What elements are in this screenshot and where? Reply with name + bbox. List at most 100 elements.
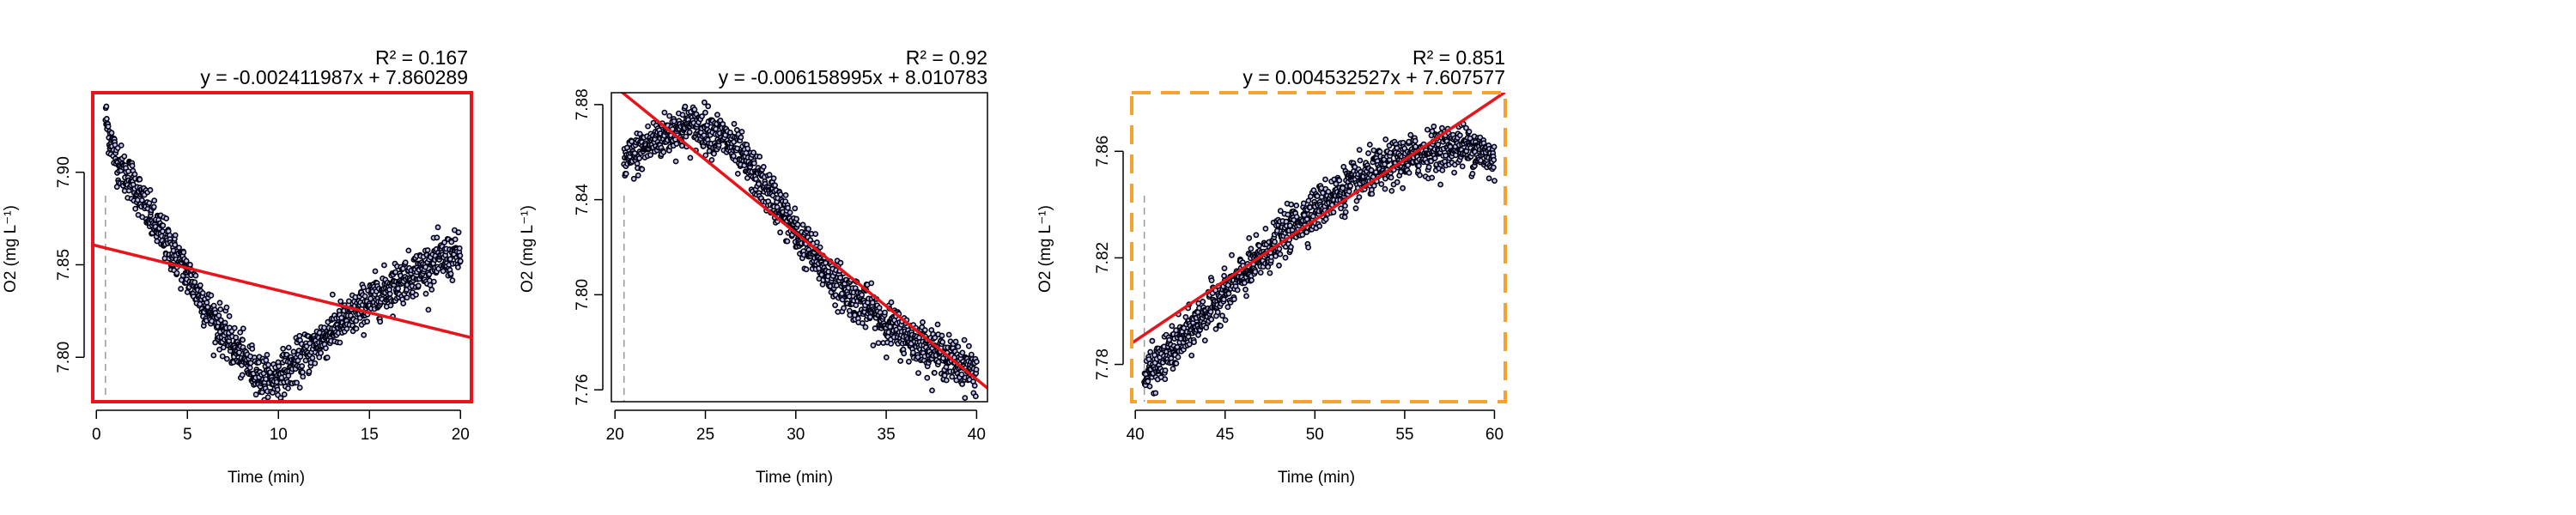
- data-point: [708, 156, 715, 163]
- data-point: [1305, 197, 1312, 204]
- data-point: [699, 113, 705, 119]
- data-point: [249, 345, 256, 352]
- data-point: [943, 377, 950, 384]
- data-point: [300, 373, 307, 380]
- data-point: [377, 318, 384, 325]
- x-tick-label: 15: [361, 426, 379, 444]
- data-point: [1341, 214, 1348, 221]
- data-point: [1225, 290, 1232, 297]
- data-point: [236, 349, 242, 356]
- data-point: [447, 270, 454, 277]
- data-point: [1152, 390, 1159, 397]
- panel-time-40-60: R² = 0.851 y = 0.004532527x + 7.607577 T…: [1036, 46, 1507, 487]
- data-point: [702, 152, 709, 159]
- data-point: [910, 349, 916, 356]
- data-point: [1492, 178, 1498, 184]
- data-point: [191, 279, 198, 286]
- data-point: [666, 112, 672, 119]
- data-point: [915, 370, 921, 376]
- data-point: [1340, 185, 1346, 191]
- y-tick-label: 7.76: [574, 374, 592, 406]
- data-point: [1407, 131, 1414, 138]
- data-point: [1145, 378, 1151, 385]
- data-point: [705, 103, 712, 110]
- data-point: [1166, 336, 1173, 343]
- data-point: [1253, 232, 1260, 239]
- data-point: [1469, 170, 1476, 177]
- data-point: [714, 112, 720, 118]
- data-point: [1466, 128, 1473, 135]
- data-point: [246, 364, 253, 371]
- data-point: [137, 176, 143, 183]
- data-point: [713, 125, 719, 132]
- y-tick-label: 7.88: [574, 88, 592, 120]
- data-point: [108, 130, 115, 136]
- data-point: [456, 245, 463, 251]
- data-point: [231, 324, 238, 331]
- data-point: [240, 336, 246, 343]
- x-tick-label: 40: [1127, 426, 1145, 444]
- data-point: [441, 239, 447, 245]
- data-point: [299, 369, 306, 376]
- data-point: [1320, 190, 1326, 197]
- data-point: [1353, 197, 1360, 204]
- data-point: [1286, 222, 1293, 229]
- data-point: [1222, 317, 1229, 324]
- data-point: [920, 318, 926, 325]
- data-point: [962, 395, 969, 401]
- y-axis-title: O2 (mg L⁻¹): [2, 205, 20, 293]
- data-point: [1147, 348, 1154, 355]
- data-point: [1200, 298, 1206, 305]
- regression-line: [620, 93, 987, 390]
- data-point: [424, 247, 431, 253]
- data-point: [372, 268, 379, 275]
- data-point: [430, 278, 437, 285]
- data-point: [147, 186, 154, 193]
- data-point: [672, 158, 679, 165]
- data-point: [285, 373, 292, 379]
- data-point: [945, 331, 952, 338]
- data-point: [952, 338, 959, 345]
- data-point: [727, 129, 733, 136]
- data-point: [756, 154, 763, 160]
- data-point: [455, 229, 462, 235]
- data-point: [661, 109, 668, 116]
- data-point: [197, 282, 204, 288]
- data-point: [671, 118, 677, 124]
- data-point: [132, 205, 139, 212]
- data-point: [744, 145, 751, 152]
- data-point: [1378, 181, 1385, 187]
- data-point: [226, 312, 233, 319]
- data-point: [1285, 211, 1291, 218]
- data-point: [1316, 223, 1323, 229]
- x-axis-title: Time (min): [228, 469, 305, 487]
- data-point: [1175, 354, 1182, 360]
- data-point: [862, 324, 869, 330]
- data-point: [216, 300, 223, 306]
- data-point: [686, 129, 693, 136]
- y-tick-label: 7.90: [55, 156, 73, 188]
- data-point: [223, 355, 230, 362]
- data-point: [1219, 312, 1225, 319]
- data-point: [691, 106, 698, 112]
- data-point: [805, 226, 811, 233]
- data-point: [631, 150, 638, 156]
- data-point: [966, 342, 972, 349]
- regression-line: [1132, 93, 1505, 345]
- data-point: [645, 123, 651, 130]
- data-point: [1425, 126, 1431, 133]
- data-point: [939, 339, 946, 345]
- data-point: [263, 357, 270, 364]
- data-point: [297, 354, 304, 360]
- x-axis-title: Time (min): [756, 469, 833, 487]
- data-point: [380, 262, 387, 269]
- data-point: [422, 290, 429, 297]
- data-point: [1322, 176, 1328, 183]
- data-point: [869, 300, 876, 306]
- data-point: [172, 241, 179, 248]
- data-point: [1456, 132, 1463, 139]
- data-point: [216, 312, 222, 319]
- data-point: [264, 351, 270, 358]
- data-point: [738, 129, 745, 135]
